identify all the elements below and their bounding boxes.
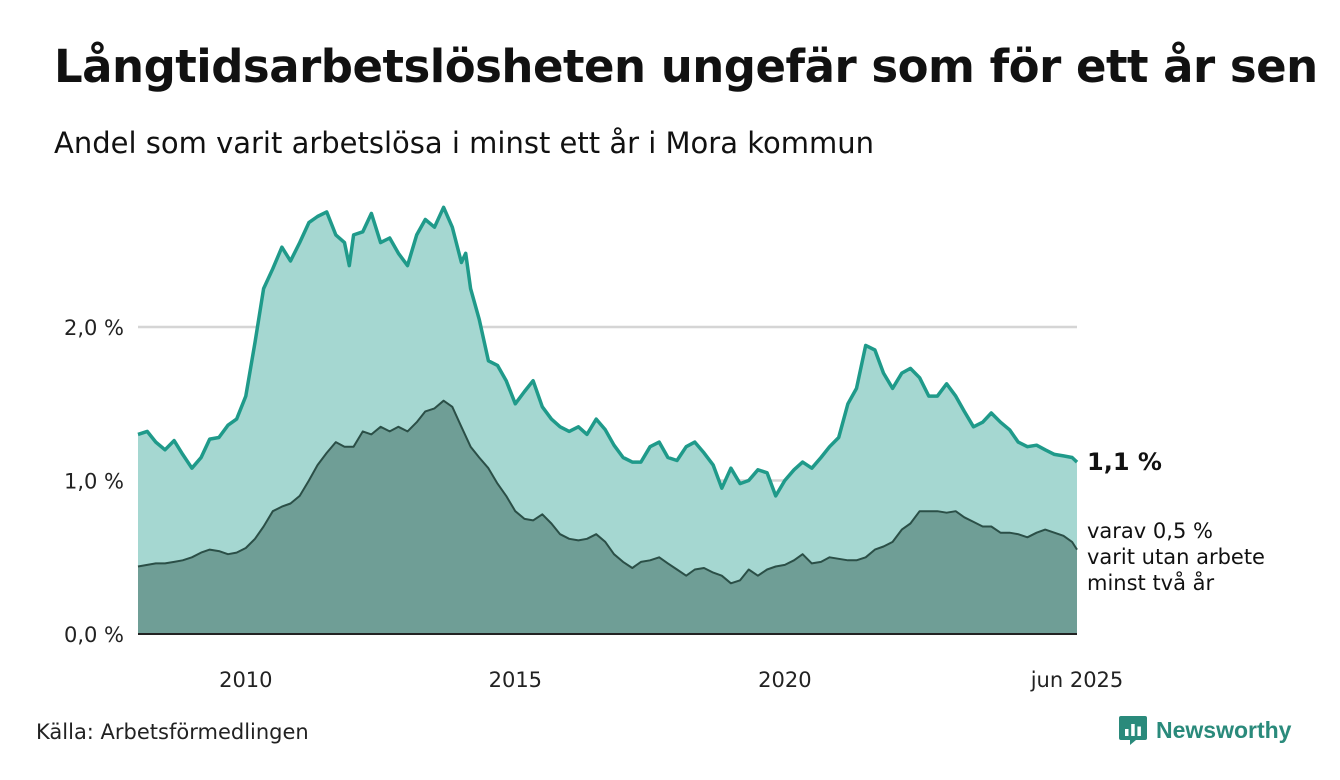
y-tick-label: 2,0 %: [64, 316, 124, 340]
area-chart: 0,0 % 1,0 % 2,0 % 2010 2015 2020 jun 2025 1,1 …: [64, 205, 1265, 692]
area-long: [138, 400, 1077, 634]
newsworthy-logo-icon: [1119, 716, 1147, 745]
brand-logo[interactable]: Newsworthy: [1118, 714, 1291, 746]
line-long: [137, 399, 1078, 585]
axis-layer: 0,0 % 1,0 % 2,0 % 2010 2015 2020 jun 2025: [64, 316, 1123, 692]
long-end-label-line: minst två år: [1087, 570, 1215, 595]
brand-name: Newsworthy: [1156, 716, 1292, 743]
line-total: [137, 205, 1079, 498]
x-tick-label: 2015: [489, 668, 542, 692]
long-end-label-line: varav 0,5 %: [1087, 519, 1213, 543]
long-end-label-line: varit utan arbete: [1087, 545, 1265, 569]
area-layer: [137, 205, 1079, 635]
x-tick-label: 2010: [219, 668, 272, 692]
chart-title: Långtidsarbetslösheten ungefär som för e…: [54, 40, 1318, 93]
total-end-label: 1,1 %: [1087, 448, 1162, 476]
source-note: Källa: Arbetsförmedlingen: [36, 720, 309, 744]
y-tick-label: 0,0 %: [64, 623, 124, 647]
x-tick-label: 2020: [758, 668, 811, 692]
chart-subtitle: Andel som varit arbetslösa i minst ett å…: [54, 126, 874, 160]
y-tick-label: 1,0 %: [64, 470, 124, 494]
x-tick-label: jun 2025: [1030, 668, 1124, 692]
